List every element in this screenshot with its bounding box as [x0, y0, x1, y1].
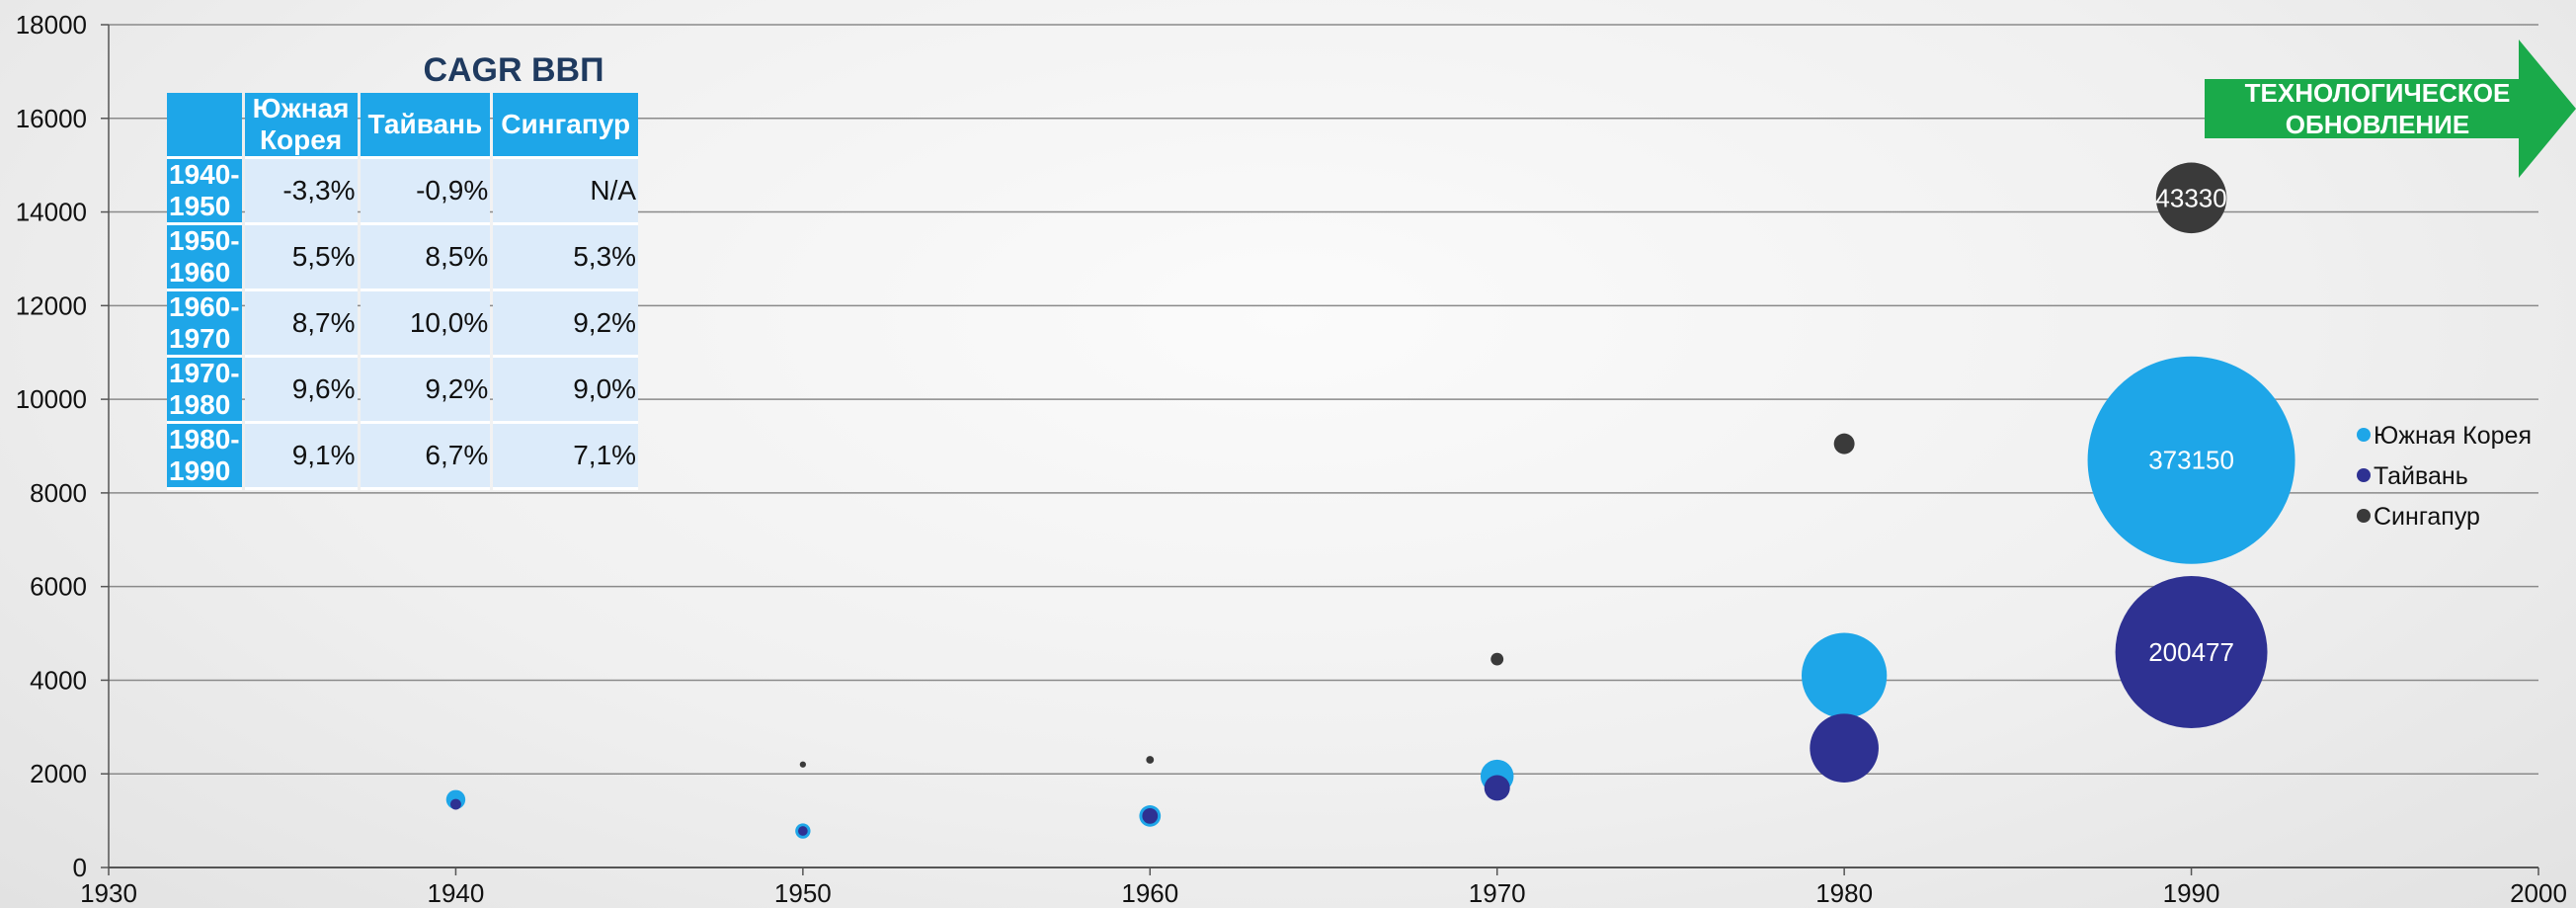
bubble [1490, 652, 1504, 666]
cagr-period-cell: 1970-1980 [167, 358, 242, 424]
x-tick-label: 1980 [1815, 878, 1873, 908]
cagr-value-cell: 7,1% [493, 424, 639, 490]
y-tick-label: 14000 [16, 198, 87, 227]
y-tick-label: 8000 [30, 478, 87, 508]
cagr-row: 1980-1990 9,1% 6,7% 7,1% [167, 424, 639, 490]
tech-upgrade-arrow: ТЕХНОЛОГИЧЕСКОЕ ОБНОВЛЕНИЕ [2205, 40, 2576, 178]
y-tick-label: 4000 [30, 665, 87, 695]
y-tick-label: 6000 [30, 572, 87, 602]
cagr-value-cell: 5,3% [493, 225, 639, 291]
axes: 0 2000 4000 6000 8000 10000 12000 14000 16000 180… [16, 10, 2567, 908]
legend-label: Сингапур [2374, 503, 2480, 531]
bubble [799, 761, 806, 768]
bubble [1484, 775, 1510, 801]
cagr-value-cell: 9,2% [360, 358, 491, 424]
cagr-header-row: Южная Корея Тайвань Сингапур [167, 93, 639, 159]
cagr-value-cell: 5,5% [244, 225, 358, 291]
bubble [2087, 356, 2295, 564]
x-tick-label: 1930 [80, 878, 137, 908]
bubble [449, 798, 461, 810]
legend: Южная Корея Тайвань Сингапур [2357, 422, 2532, 531]
arrow-shape [2205, 40, 2576, 178]
cagr-value-cell: 9,2% [493, 291, 639, 358]
cagr-value-cell: 9,0% [493, 358, 639, 424]
cagr-value-cell: -3,3% [244, 159, 358, 225]
y-tick-label: 0 [73, 853, 87, 882]
cagr-value-cell: 8,7% [244, 291, 358, 358]
legend-marker [2357, 428, 2371, 442]
cagr-value-cell: 10,0% [360, 291, 491, 358]
cagr-table: Южная Корея Тайвань Сингапур 1940-1950 -3… [164, 93, 641, 490]
bubble [797, 826, 808, 836]
cagr-header-korea: Южная Корея [244, 93, 358, 159]
y-tick-label: 2000 [30, 759, 87, 788]
arrow-label-line-2: ОБНОВЛЕНИЕ [2285, 110, 2470, 139]
legend-marker [2357, 509, 2371, 523]
bubble [1801, 632, 1888, 718]
cagr-value-cell: 6,7% [360, 424, 491, 490]
x-tick-label: 1970 [1469, 878, 1526, 908]
x-tick-label: 1950 [774, 878, 832, 908]
bubbles: 373150 200477 43330 [445, 162, 2295, 839]
arrow-label: ТЕХНОЛОГИЧЕСКОЕ ОБНОВЛЕНИЕ [2205, 77, 2550, 140]
x-tick-label: 1960 [1121, 878, 1178, 908]
cagr-header-singapore: Сингапур [493, 93, 639, 159]
cagr-value-cell: 9,1% [244, 424, 358, 490]
bubble [2115, 576, 2268, 728]
cagr-period-cell: 1950-1960 [167, 225, 242, 291]
bubble-label: 373150 [2148, 446, 2234, 475]
legend-label: Тайвань [2374, 462, 2468, 490]
cagr-row: 1970-1980 9,6% 9,2% 9,0% [167, 358, 639, 424]
y-tick-label: 18000 [16, 10, 87, 40]
cagr-period-cell: 1980-1990 [167, 424, 242, 490]
cagr-row: 1940-1950 -3,3% -0,9% N/A [167, 159, 639, 225]
cagr-row: 1950-1960 5,5% 8,5% 5,3% [167, 225, 639, 291]
cagr-row: 1960-1970 8,7% 10,0% 9,2% [167, 291, 639, 358]
x-tick-label: 2000 [2510, 878, 2567, 908]
bubble [1810, 713, 1879, 783]
legend-label: Южная Корея [2374, 422, 2532, 450]
y-tick-label: 16000 [16, 104, 87, 133]
arrow-label-line-1: ТЕХНОЛОГИЧЕСКОЕ [2244, 78, 2511, 108]
bubble [1146, 756, 1155, 764]
cagr-value-cell: 9,6% [244, 358, 358, 424]
bubble [2155, 162, 2227, 234]
cagr-value-cell: N/A [493, 159, 639, 225]
x-tick-label: 1940 [428, 878, 485, 908]
cagr-header-taiwan: Тайвань [360, 93, 491, 159]
y-tick-label: 10000 [16, 384, 87, 414]
bubble-label: 43330 [2155, 183, 2226, 212]
bubble [1833, 433, 1855, 454]
cagr-period-cell: 1940-1950 [167, 159, 242, 225]
bubble [1142, 807, 1159, 824]
y-tick-label: 12000 [16, 290, 87, 320]
cagr-value-cell: -0,9% [360, 159, 491, 225]
x-tick-label: 1990 [2163, 878, 2220, 908]
bubble-label: 200477 [2148, 637, 2234, 667]
cagr-period-cell: 1960-1970 [167, 291, 242, 358]
cagr-header-empty [167, 93, 242, 159]
cagr-table-title: CAGR ВВП [423, 51, 604, 89]
legend-marker [2357, 468, 2371, 482]
cagr-value-cell: 8,5% [360, 225, 491, 291]
